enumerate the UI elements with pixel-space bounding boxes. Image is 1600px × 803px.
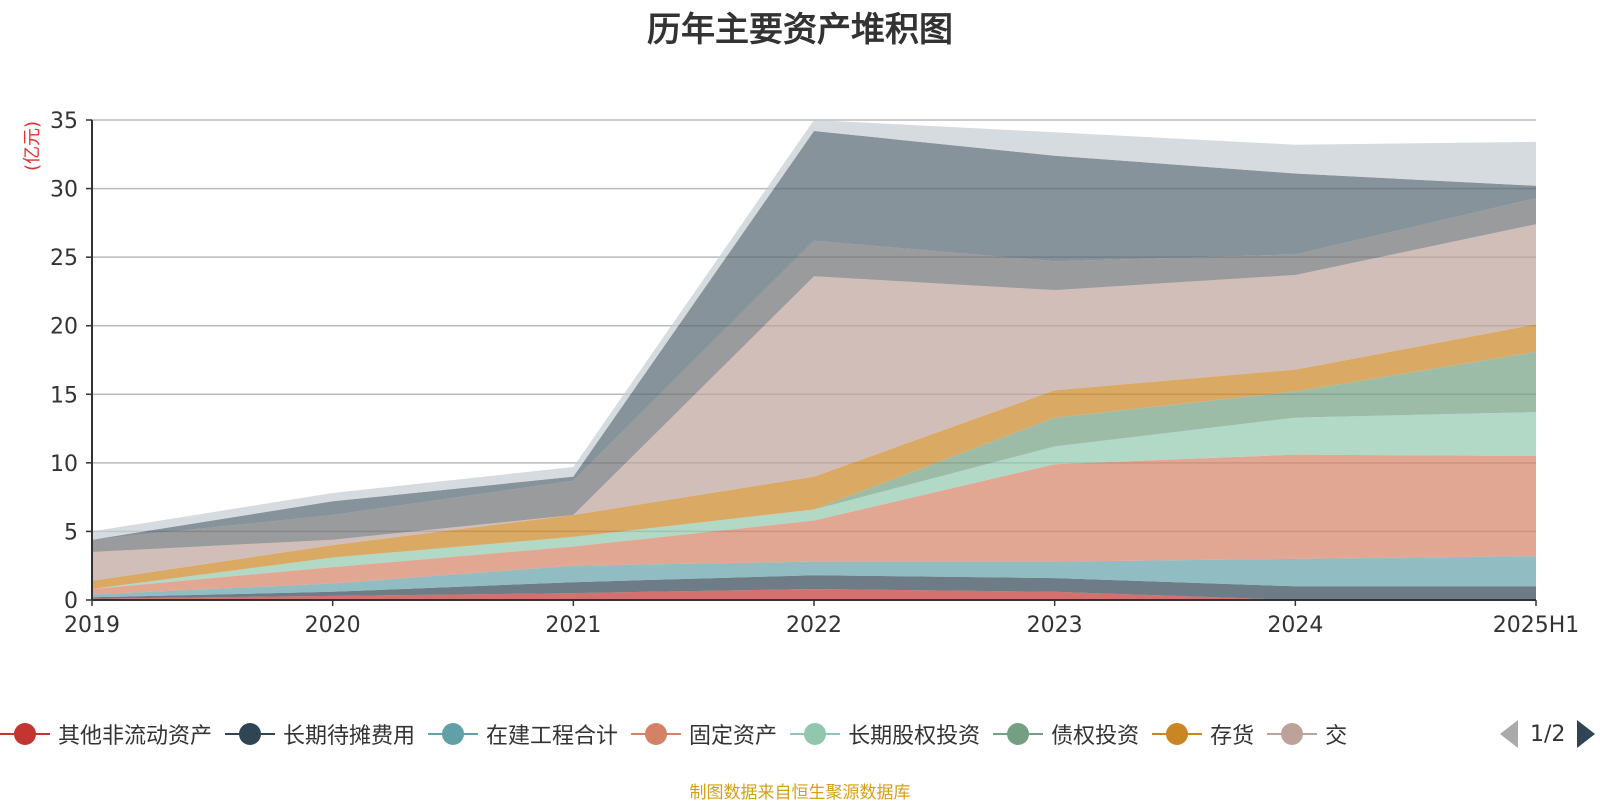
- area-series-10[interactable]: [92, 120, 1536, 540]
- y-tick-label: 15: [50, 383, 78, 408]
- legend-item[interactable]: 交: [1267, 718, 1347, 750]
- legend-label: 长期股权投资: [848, 724, 981, 749]
- legend-label: 存货: [1210, 724, 1255, 749]
- pager-next-icon[interactable]: [1577, 720, 1596, 748]
- legend-label: 债权投资: [1051, 724, 1140, 749]
- y-tick-label: 30: [50, 178, 78, 203]
- legend-marker-icon: [428, 721, 479, 747]
- pager-text: 1/2: [1530, 721, 1566, 747]
- chart-title: 历年主要资产堆积图: [647, 10, 953, 50]
- y-tick-label: 35: [50, 109, 78, 134]
- legend-marker-icon: [1267, 721, 1318, 747]
- legend-marker-icon: [0, 721, 50, 747]
- legend-label: 在建工程合计: [486, 724, 619, 749]
- y-tick-label: 25: [50, 246, 78, 271]
- legend-label: 固定资产: [689, 724, 778, 749]
- area-series-3[interactable]: [92, 454, 1536, 595]
- area-series-9[interactable]: [92, 131, 1536, 540]
- legend-marker-icon: [790, 721, 841, 747]
- y-tick-label: 5: [64, 520, 78, 545]
- y-tick-label: 10: [50, 452, 78, 477]
- legend-item[interactable]: 长期股权投资: [790, 718, 980, 750]
- legend-marker-icon: [993, 721, 1044, 747]
- x-tick-label: 2022: [786, 613, 842, 638]
- y-tick-label: 20: [50, 315, 78, 340]
- legend-item[interactable]: 长期待摊费用: [225, 718, 415, 750]
- legend-item[interactable]: 存货: [1152, 718, 1254, 750]
- legend-marker-icon: [1152, 721, 1203, 747]
- x-tick-label: 2023: [1027, 613, 1083, 638]
- legend-item[interactable]: 债权投资: [993, 718, 1139, 750]
- area-series-2[interactable]: [92, 556, 1536, 598]
- y-tick-label: 0: [64, 589, 78, 614]
- pager-prev-icon[interactable]: [1500, 720, 1518, 748]
- x-tick-label: 2019: [64, 613, 120, 638]
- area-series-4[interactable]: [92, 412, 1536, 589]
- legend-item[interactable]: 固定资产: [631, 718, 777, 750]
- y-axis-label: (亿元): [22, 121, 43, 171]
- area-series-7[interactable]: [92, 224, 1536, 581]
- source-note: 制图数据来自恒生聚源数据库: [689, 783, 911, 803]
- area-series-1[interactable]: [92, 575, 1536, 600]
- legend-marker-icon: [225, 721, 276, 747]
- axes: 0 5 10 15 20 25 30 35 2019 2020 2021 2022 2023 2024 20…: [22, 109, 1579, 638]
- x-tick-label: 2024: [1267, 613, 1323, 638]
- legend-pager: 1/2: [1500, 718, 1596, 750]
- chart-area: 0 5 10 15 20 25 30 35 2019 2020 2021 2022 2023 2024 20…: [22, 109, 1579, 638]
- area-series-8[interactable]: [92, 198, 1536, 552]
- area-series-5[interactable]: [92, 351, 1536, 589]
- legend-label: 长期待摊费用: [283, 724, 416, 749]
- x-tick-label: 2021: [545, 613, 601, 638]
- area-series-0[interactable]: [92, 589, 1536, 600]
- legend-marker-icon: [631, 721, 682, 747]
- stacked-areas: [92, 120, 1536, 600]
- legend-label: 其他非流动资产: [58, 724, 213, 749]
- legend-item[interactable]: 其他非流动资产: [0, 718, 212, 750]
- x-tick-label: 2025H1: [1493, 613, 1580, 638]
- legend: 其他非流动资产 长期待摊费用 在建工程合计 固定资产 长期股权投资 债权投资 存货 交: [0, 718, 1472, 750]
- area-series-6[interactable]: [92, 324, 1536, 589]
- legend-label: 交: [1325, 724, 1348, 749]
- legend-item[interactable]: 在建工程合计: [428, 718, 618, 750]
- x-tick-label: 2020: [305, 613, 361, 638]
